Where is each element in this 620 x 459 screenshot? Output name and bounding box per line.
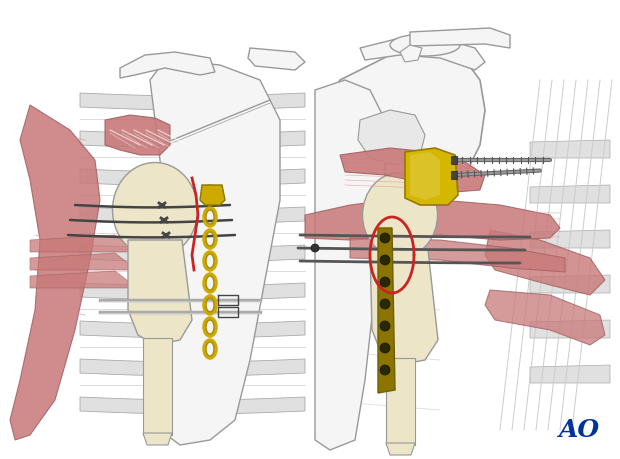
Ellipse shape <box>390 34 460 56</box>
Polygon shape <box>315 80 385 450</box>
Polygon shape <box>451 171 457 179</box>
Ellipse shape <box>112 162 198 257</box>
Polygon shape <box>386 358 415 445</box>
Polygon shape <box>370 250 438 365</box>
Polygon shape <box>340 148 485 192</box>
Polygon shape <box>80 359 305 376</box>
Polygon shape <box>248 48 305 70</box>
Circle shape <box>380 277 390 287</box>
Polygon shape <box>143 433 172 445</box>
Circle shape <box>380 343 390 353</box>
Polygon shape <box>378 228 395 393</box>
Polygon shape <box>143 338 172 435</box>
Polygon shape <box>405 148 458 205</box>
Polygon shape <box>530 230 610 248</box>
Polygon shape <box>80 283 305 300</box>
Polygon shape <box>485 290 605 345</box>
Polygon shape <box>325 52 485 210</box>
Polygon shape <box>80 397 305 414</box>
Polygon shape <box>350 238 565 272</box>
Polygon shape <box>80 245 305 262</box>
Polygon shape <box>530 365 610 383</box>
Polygon shape <box>451 156 457 164</box>
Polygon shape <box>150 60 280 445</box>
Circle shape <box>380 299 390 309</box>
Polygon shape <box>400 45 422 62</box>
Polygon shape <box>80 207 305 224</box>
Polygon shape <box>410 152 440 200</box>
Polygon shape <box>358 110 425 165</box>
Polygon shape <box>80 321 305 338</box>
Circle shape <box>380 233 390 243</box>
Polygon shape <box>305 200 560 240</box>
Polygon shape <box>128 240 192 345</box>
Polygon shape <box>530 320 610 338</box>
Polygon shape <box>30 271 128 288</box>
Polygon shape <box>530 275 610 293</box>
Polygon shape <box>105 115 170 155</box>
Polygon shape <box>30 235 128 252</box>
Polygon shape <box>360 38 485 70</box>
Polygon shape <box>200 185 225 205</box>
Polygon shape <box>530 140 610 158</box>
Polygon shape <box>80 131 305 148</box>
Circle shape <box>380 365 390 375</box>
Circle shape <box>380 321 390 331</box>
Text: AO: AO <box>559 418 601 442</box>
Polygon shape <box>30 253 128 270</box>
Polygon shape <box>10 105 100 440</box>
Polygon shape <box>386 443 415 455</box>
Circle shape <box>380 255 390 265</box>
Polygon shape <box>80 93 305 110</box>
Polygon shape <box>530 185 610 203</box>
Polygon shape <box>80 169 305 186</box>
Circle shape <box>311 244 319 252</box>
Polygon shape <box>410 28 510 48</box>
Ellipse shape <box>363 173 438 257</box>
Polygon shape <box>120 52 215 78</box>
Polygon shape <box>485 230 605 295</box>
